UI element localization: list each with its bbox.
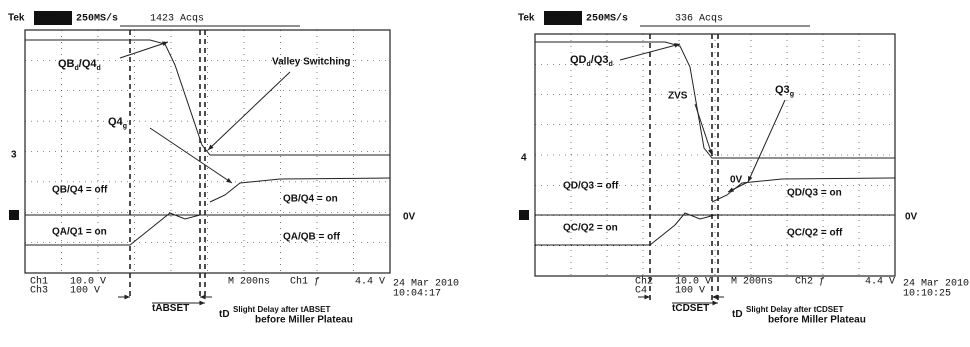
note: Slight Delay after tCDSET bbox=[746, 305, 843, 314]
trigger: Ch1 ƒ bbox=[290, 276, 320, 288]
t-set-label-part: ABSET bbox=[155, 303, 189, 314]
drain-label-part: d bbox=[609, 61, 613, 68]
drain-label-part: /Q3 bbox=[591, 54, 609, 66]
arrow-head bbox=[200, 295, 206, 300]
gate-label-part: Q4 bbox=[108, 116, 124, 128]
drain-label-part: QD bbox=[570, 54, 587, 66]
brand: Tek bbox=[8, 13, 25, 24]
state-label: QD/Q3 = on bbox=[787, 188, 842, 199]
state-label: QA/QB = off bbox=[283, 232, 341, 243]
note-part: Slight Delay after t bbox=[233, 305, 304, 314]
gate-label-part: Q3 bbox=[775, 84, 790, 96]
drain-label: QDd/Q3d bbox=[570, 54, 613, 68]
state-label: QC/Q2 = on bbox=[563, 223, 618, 234]
t-d-label: tD bbox=[732, 309, 743, 320]
state-label: QB/Q4 = on bbox=[283, 194, 338, 205]
state: Stop: bbox=[36, 13, 62, 24]
time: 10:10:25 bbox=[903, 289, 951, 300]
brand: Tek bbox=[518, 13, 535, 24]
channel: Ch3 bbox=[30, 285, 48, 297]
channel-marker: 1 bbox=[11, 210, 17, 221]
channel-marker: 3 bbox=[11, 150, 17, 161]
state: Stop: bbox=[546, 13, 572, 24]
arrow-head bbox=[124, 295, 130, 300]
note: before Miller Plateau bbox=[255, 315, 353, 326]
trigger-level: 4.4 V bbox=[865, 277, 895, 288]
channel-marker: 4 bbox=[521, 153, 527, 164]
t-d-label-part: D bbox=[222, 309, 229, 320]
trigger-level: 4.4 V bbox=[355, 277, 385, 288]
arrow-head bbox=[712, 301, 718, 306]
state-label: QB/Q4 = off bbox=[52, 185, 108, 196]
state-label: QA/Q1 = on bbox=[52, 227, 107, 238]
note: before Miller Plateau bbox=[768, 315, 866, 326]
t-set-label-part: CDSET bbox=[675, 303, 709, 314]
arrow-head bbox=[644, 295, 650, 300]
sample-rate: 250MS/s bbox=[76, 13, 118, 25]
note-part: CDSET bbox=[816, 305, 843, 314]
gate-label-part: g bbox=[790, 91, 794, 98]
note: Slight Delay after tABSET bbox=[233, 305, 330, 314]
state-label: Valley Switching bbox=[272, 57, 350, 68]
acquisitions: 336 Acqs bbox=[675, 14, 723, 25]
scale: 100 V bbox=[675, 286, 705, 297]
sample-rate: 250MS/s bbox=[586, 13, 628, 25]
drain-label-part: QB bbox=[58, 58, 75, 70]
state-label: ZVS bbox=[668, 91, 688, 102]
arrow-head bbox=[199, 301, 205, 306]
trigger: Ch2 ƒ bbox=[795, 276, 825, 288]
acquisitions: 1423 Acqs bbox=[150, 14, 204, 25]
state-label: 0V bbox=[730, 175, 743, 186]
drain-label-part: d bbox=[97, 65, 101, 72]
arrow-head bbox=[712, 295, 718, 300]
figure: TekStop:250MS/s1423 Acqs31QBd/Q4dQ4gVall… bbox=[0, 0, 970, 342]
timebase: M 200ns bbox=[228, 277, 270, 288]
t-set-label: tABSET bbox=[152, 303, 189, 314]
state-label: QC/Q2 = off bbox=[787, 228, 843, 239]
time: 10:04:17 bbox=[393, 289, 441, 300]
note-part: ABSET bbox=[303, 305, 330, 314]
state-label: 0V bbox=[905, 212, 918, 223]
gate-label-part: g bbox=[123, 123, 127, 130]
timebase: M 200ns bbox=[731, 277, 773, 288]
channel-marker: 2 bbox=[521, 210, 527, 221]
t-set-label: tCDSET bbox=[672, 303, 709, 314]
drain-label-part: /Q4 bbox=[79, 58, 98, 70]
t-d-label-part: D bbox=[735, 309, 742, 320]
note-part: Slight Delay after t bbox=[746, 305, 817, 314]
t-d-label: tD bbox=[219, 309, 230, 320]
state-label: QD/Q3 = off bbox=[563, 181, 619, 192]
state-label: 0V bbox=[403, 212, 416, 223]
drain-label: QBd/Q4d bbox=[58, 58, 101, 72]
scale: 100 V bbox=[70, 286, 100, 297]
